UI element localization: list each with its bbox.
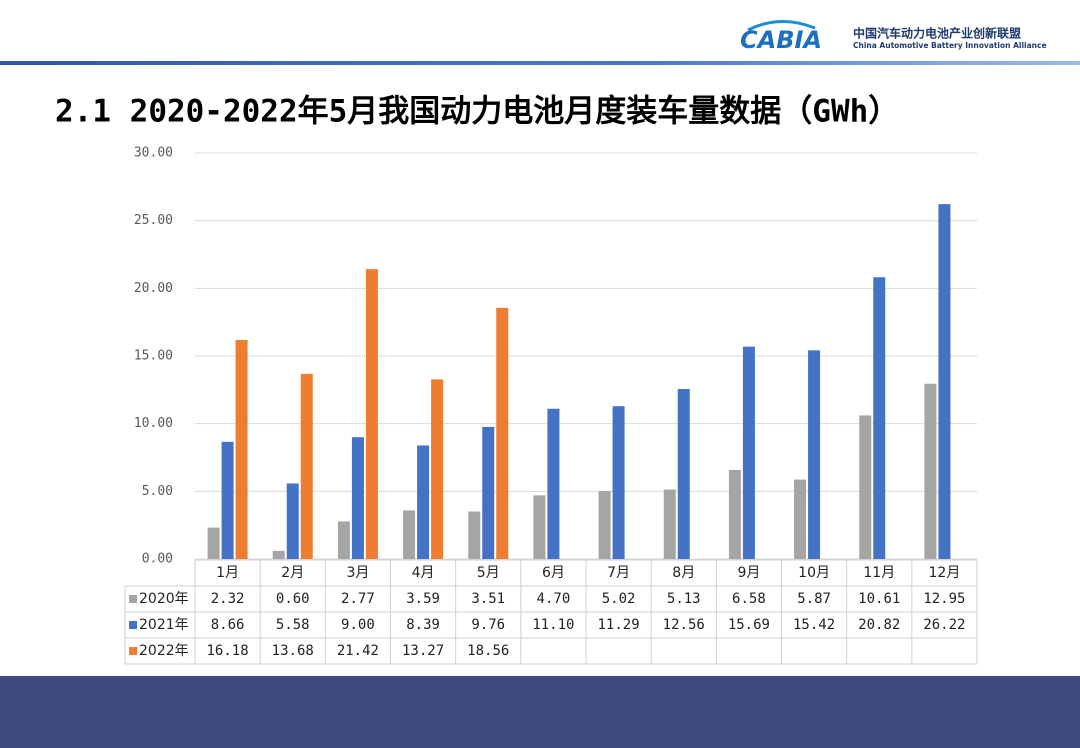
bar bbox=[533, 495, 546, 559]
bar bbox=[365, 269, 378, 559]
bar bbox=[417, 445, 430, 559]
table-value: 26.22 bbox=[923, 617, 965, 633]
table-value: 12.95 bbox=[923, 591, 965, 607]
header-line bbox=[0, 61, 1080, 65]
table-value: 3.59 bbox=[406, 591, 440, 607]
table-value: 21.42 bbox=[337, 643, 379, 659]
bar bbox=[207, 527, 220, 559]
y-tick-label: 25.00 bbox=[134, 213, 173, 228]
table-value: 9.00 bbox=[341, 617, 375, 633]
table-value: 11.10 bbox=[532, 617, 574, 633]
table-value: 2.32 bbox=[211, 591, 245, 607]
table-value: 13.68 bbox=[272, 643, 314, 659]
table-value: 5.87 bbox=[797, 591, 831, 607]
bar bbox=[859, 415, 872, 559]
logo-arc bbox=[747, 19, 816, 32]
bar bbox=[300, 373, 313, 559]
bar bbox=[468, 511, 481, 559]
legend-label: 2022年 bbox=[139, 643, 189, 659]
bar bbox=[272, 550, 285, 559]
x-tick-label: 7月 bbox=[607, 565, 630, 581]
table-value: 11.29 bbox=[598, 617, 640, 633]
bar bbox=[286, 483, 299, 559]
x-tick-label: 6月 bbox=[542, 565, 565, 581]
table-value: 4.70 bbox=[537, 591, 571, 607]
bar bbox=[482, 426, 495, 559]
bar bbox=[938, 204, 951, 559]
y-tick-label: 20.00 bbox=[134, 281, 173, 296]
bar bbox=[431, 379, 444, 559]
table-value: 18.56 bbox=[467, 643, 509, 659]
bar bbox=[547, 408, 560, 559]
legend-swatch bbox=[129, 621, 137, 629]
bar bbox=[873, 277, 886, 559]
org-cn: 中国汽车动力电池产业创新联盟 bbox=[853, 26, 1021, 41]
table-value: 8.66 bbox=[211, 617, 245, 633]
table-value: 13.27 bbox=[402, 643, 444, 659]
x-tick-label: 5月 bbox=[477, 565, 500, 581]
y-tick-label: 10.00 bbox=[134, 416, 173, 431]
table-value: 2.77 bbox=[341, 591, 375, 607]
bar bbox=[677, 389, 690, 559]
legend-label: 2020年 bbox=[139, 591, 189, 607]
table-value: 16.18 bbox=[207, 643, 249, 659]
bar bbox=[221, 441, 234, 559]
table-value: 15.42 bbox=[793, 617, 835, 633]
table-value: 15.69 bbox=[728, 617, 770, 633]
table-value: 10.61 bbox=[858, 591, 900, 607]
x-tick-label: 2月 bbox=[281, 565, 304, 581]
x-tick-label: 8月 bbox=[672, 565, 695, 581]
x-tick-label: 10月 bbox=[798, 565, 830, 581]
table-value: 9.76 bbox=[471, 617, 505, 633]
bar bbox=[742, 346, 755, 559]
x-tick-label: 9月 bbox=[737, 565, 760, 581]
table-value: 20.82 bbox=[858, 617, 900, 633]
y-tick-label: 5.00 bbox=[142, 484, 173, 499]
logo: CABIA bbox=[740, 26, 822, 54]
y-tick-label: 0.00 bbox=[142, 552, 173, 567]
x-tick-label: 11月 bbox=[863, 565, 895, 581]
bar bbox=[612, 406, 625, 559]
table-value: 3.51 bbox=[471, 591, 505, 607]
x-tick-label: 1月 bbox=[216, 565, 239, 581]
table-value: 0.60 bbox=[276, 591, 310, 607]
footer-band bbox=[0, 676, 1080, 748]
x-tick-label: 4月 bbox=[412, 565, 435, 581]
y-tick-label: 30.00 bbox=[134, 146, 173, 161]
table-value: 12.56 bbox=[663, 617, 705, 633]
table-value: 6.58 bbox=[732, 591, 766, 607]
bar bbox=[351, 437, 364, 559]
bar bbox=[663, 489, 676, 559]
table-value: 5.58 bbox=[276, 617, 310, 633]
bar bbox=[924, 383, 937, 559]
bar bbox=[808, 350, 821, 559]
legend-swatch bbox=[129, 595, 137, 603]
bar bbox=[598, 491, 611, 559]
table-value: 8.39 bbox=[406, 617, 440, 633]
bar bbox=[337, 521, 350, 559]
table-value: 5.13 bbox=[667, 591, 701, 607]
legend-label: 2021年 bbox=[139, 617, 189, 633]
org-en: China Automotive Battery Innovation Alli… bbox=[853, 41, 1047, 50]
legend-swatch bbox=[129, 647, 137, 655]
bar bbox=[235, 340, 248, 559]
chart-title: 2.1 2020-2022年5月我国动力电池月度装车量数据（GWh） bbox=[55, 94, 899, 130]
y-tick-label: 15.00 bbox=[134, 349, 173, 364]
bar bbox=[496, 307, 509, 559]
table-value: 5.02 bbox=[602, 591, 636, 607]
bar bbox=[794, 479, 807, 559]
x-tick-label: 12月 bbox=[929, 565, 961, 581]
bar bbox=[728, 469, 741, 559]
bar bbox=[403, 510, 416, 559]
x-tick-label: 3月 bbox=[346, 565, 369, 581]
